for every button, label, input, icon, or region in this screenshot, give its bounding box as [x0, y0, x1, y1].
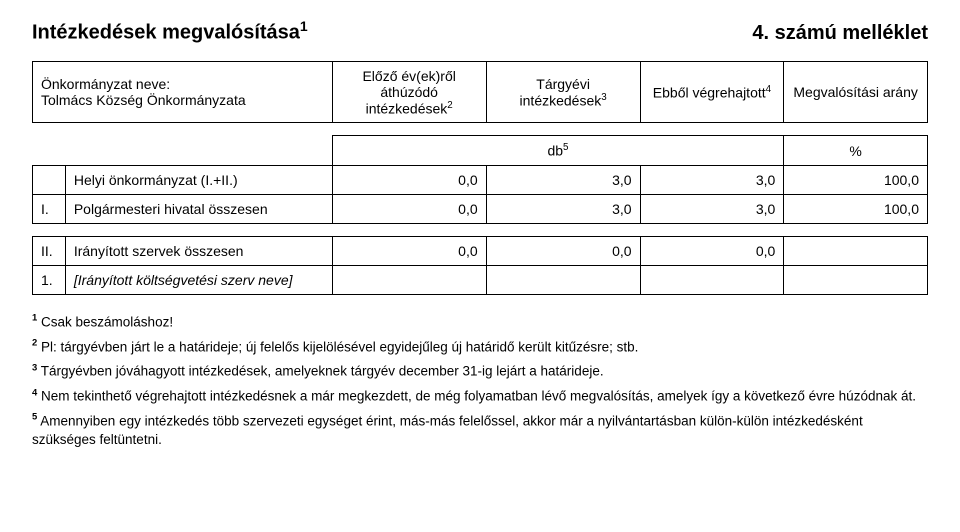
colhead-exec-text: Ebből végrehajtott: [653, 84, 766, 100]
footnote-4: 4 Nem tekinthető végrehajtott intézkedés…: [32, 387, 928, 406]
title-right: 4. számú melléklet: [752, 22, 928, 45]
row-c4: 100,0: [784, 165, 928, 194]
row-c1: 0,0: [332, 236, 486, 265]
colhead-year-text: Tárgyévi intézkedések: [520, 76, 602, 109]
row-idx: I.: [33, 194, 66, 223]
footnote-1: 1 Csak beszámoláshoz!: [32, 313, 928, 332]
footnotes: 1 Csak beszámoláshoz! 2 Pl: tárgyévben j…: [32, 313, 928, 449]
units-blank: [33, 136, 333, 166]
units-db: db5: [332, 136, 784, 166]
title-left: Intézkedések megvalósítása1: [32, 18, 308, 45]
colhead-prev-text: Előző év(ek)ről áthúzódó intézkedések: [362, 68, 455, 117]
row-c3: [640, 265, 784, 294]
row-c3: 0,0: [640, 236, 784, 265]
row-c3: 3,0: [640, 165, 784, 194]
units-db-sup: 5: [563, 142, 568, 153]
row-idx: 1.: [33, 265, 66, 294]
row-c1: 0,0: [332, 165, 486, 194]
colhead-exec: Ebből végrehajtott4: [640, 61, 784, 123]
row-c4: [784, 265, 928, 294]
colhead-ratio-text: Megvalósítási arány: [793, 84, 918, 100]
fn1-text: Csak beszámoláshoz!: [41, 314, 173, 329]
title-left-sup: 1: [300, 18, 308, 34]
fn2-num: 2: [32, 338, 37, 349]
footnote-3: 3 Tárgyévben jóváhagyott intézkedések, a…: [32, 362, 928, 381]
colhead-year-sup: 3: [601, 92, 606, 103]
row-name: Helyi önkormányzat (I.+II.): [65, 165, 332, 194]
table-row: I. Polgármesteri hivatal összesen 0,0 3,…: [33, 194, 928, 223]
colhead-name: Önkormányzat neve: Tolmács Község Önkorm…: [33, 61, 333, 123]
colhead-prev-sup: 2: [447, 100, 452, 111]
row-c1: 0,0: [332, 194, 486, 223]
row-c2: 3,0: [486, 194, 640, 223]
footnote-2: 2 Pl: tárgyévben járt le a határideje; ú…: [32, 338, 928, 357]
table-header-row: Önkormányzat neve: Tolmács Község Önkorm…: [33, 61, 928, 123]
row-c2: 0,0: [486, 236, 640, 265]
fn1-num: 1: [32, 313, 37, 324]
colhead-year: Tárgyévi intézkedések3: [486, 61, 640, 123]
row-c2: 3,0: [486, 165, 640, 194]
title-left-text: Intézkedések megvalósítása: [32, 22, 300, 44]
row-c4: [784, 236, 928, 265]
colhead-name-line2: Tolmács Község Önkormányzata: [41, 92, 246, 108]
row-name: [Irányított költségvetési szerv neve]: [65, 265, 332, 294]
colhead-ratio: Megvalósítási arány: [784, 61, 928, 123]
fn3-num: 3: [32, 362, 37, 373]
row-idx: II.: [33, 236, 66, 265]
measures-table: Önkormányzat neve: Tolmács Község Önkorm…: [32, 61, 928, 295]
table-units-row: db5 %: [33, 136, 928, 166]
colhead-name-line1: Önkormányzat neve:: [41, 76, 170, 92]
fn5-num: 5: [32, 412, 37, 423]
fn5-text: Amennyiben egy intézkedés több szervezet…: [32, 413, 863, 446]
row-idx: [33, 165, 66, 194]
colhead-prev: Előző év(ek)ről áthúzódó intézkedések2: [332, 61, 486, 123]
table-row: II. Irányított szervek összesen 0,0 0,0 …: [33, 236, 928, 265]
fn4-text: Nem tekinthető végrehajtott intézkedésne…: [41, 389, 916, 404]
footnote-5: 5 Amennyiben egy intézkedés több szervez…: [32, 412, 928, 449]
table-row: 1. [Irányított költségvetési szerv neve]: [33, 265, 928, 294]
table-spacer: [33, 123, 928, 136]
row-c3: 3,0: [640, 194, 784, 223]
units-db-text: db: [547, 143, 563, 159]
row-name: Irányított szervek összesen: [65, 236, 332, 265]
units-pct: %: [784, 136, 928, 166]
fn3-text: Tárgyévben jóváhagyott intézkedések, ame…: [41, 364, 604, 379]
row-c1: [332, 265, 486, 294]
table-spacer: [33, 223, 928, 236]
fn4-num: 4: [32, 387, 37, 398]
page-header: Intézkedések megvalósítása1 4. számú mel…: [32, 18, 928, 45]
row-c2: [486, 265, 640, 294]
row-name: Polgármesteri hivatal összesen: [65, 194, 332, 223]
table-row: Helyi önkormányzat (I.+II.) 0,0 3,0 3,0 …: [33, 165, 928, 194]
colhead-exec-sup: 4: [766, 84, 771, 95]
row-c4: 100,0: [784, 194, 928, 223]
fn2-text: Pl: tárgyévben járt le a határideje; új …: [41, 339, 638, 354]
